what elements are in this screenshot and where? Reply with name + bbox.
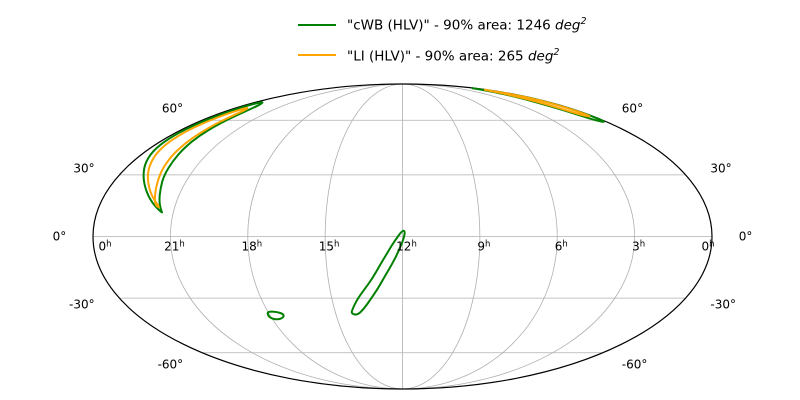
ra-tick-label: 15h — [319, 240, 340, 254]
dec-tick-label-right: 60° — [622, 102, 643, 116]
legend-entry-li: "LI (HLV)" - 90% area: 265 deg2 — [298, 47, 587, 65]
ra-tick-label: 3h — [632, 240, 645, 254]
contour-cwb — [266, 310, 285, 321]
dec-tick-label-left: 30° — [73, 162, 94, 176]
legend-exponent-li: 2 — [553, 46, 560, 58]
dec-tick-label-right: -60° — [622, 357, 648, 371]
legend-text-li: "LI (HLV)" - 90% area: 265 — [347, 48, 528, 64]
dec-tick-label-left: -60° — [158, 357, 184, 371]
legend-unit-li: deg — [527, 48, 554, 64]
dec-tick-label-right: 30° — [710, 162, 731, 176]
tick-labels: 60° 60° 30° 30° 0° 0° -30° -30° -60° -60° 0h 21h 18h… — [53, 102, 753, 372]
ra-tick-label: 6h — [555, 240, 568, 254]
legend-label-cwb: "cWB (HLV)" - 90% area: 1246 deg2 — [347, 16, 587, 34]
dec-tick-label-right: -30° — [710, 297, 736, 311]
dec-tick-label-right: 0° — [739, 230, 753, 244]
legend-text-cwb: "cWB (HLV)" - 90% area: 1246 — [347, 17, 556, 34]
ra-tick-label: 0h — [701, 240, 714, 254]
legend-label-li: "LI (HLV)" - 90% area: 265 deg2 — [347, 47, 559, 65]
contours-li — [146, 88, 591, 209]
legend-exponent-cwb: 2 — [580, 16, 587, 27]
ra-tick-label: 0h — [98, 240, 111, 254]
contour-cwb — [471, 87, 605, 123]
contour-li — [146, 107, 249, 209]
ra-tick-label: 12h — [396, 240, 417, 254]
ra-tick-label: 18h — [241, 240, 262, 254]
dec-tick-label-left: 0° — [53, 230, 67, 244]
legend-line-sample-cwb — [298, 23, 336, 26]
ra-tick-label: 21h — [164, 240, 185, 254]
legend-line-sample-li — [298, 54, 336, 57]
dec-tick-label-left: 60° — [162, 102, 183, 116]
contour-cwb — [350, 229, 406, 316]
legend-unit-cwb: deg — [555, 17, 581, 34]
contours-cwb — [142, 87, 605, 321]
ra-tick-label: 9h — [477, 240, 490, 254]
map-boundary — [92, 83, 713, 390]
legend-entry-cwb: "cWB (HLV)" - 90% area: 1246 deg2 — [298, 16, 587, 34]
dec-tick-label-left: -30° — [69, 297, 95, 311]
legend: "cWB (HLV)" - 90% area: 1246 deg2 "LI (H… — [298, 16, 587, 64]
contour-cwb — [142, 101, 264, 214]
contour-li — [483, 88, 591, 118]
